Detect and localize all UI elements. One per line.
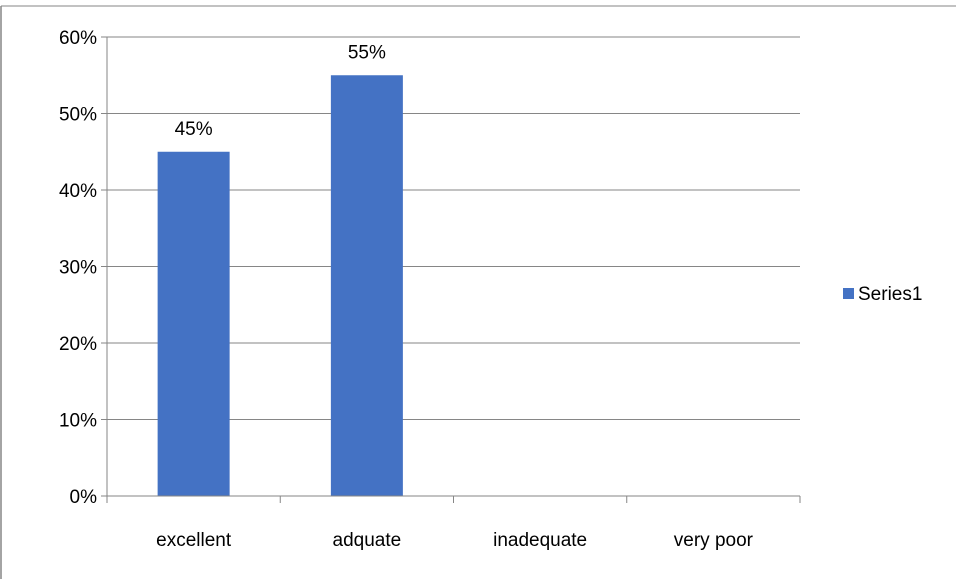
bar bbox=[330, 75, 403, 496]
legend-label: Series1 bbox=[858, 284, 922, 305]
x-tick-label: excellent bbox=[156, 530, 232, 551]
x-tick-label: adquate bbox=[333, 530, 402, 551]
legend: Series1 bbox=[843, 284, 922, 305]
y-tick-label: 50% bbox=[59, 105, 97, 126]
y-tick-label: 30% bbox=[59, 258, 97, 279]
bar-layer bbox=[157, 75, 403, 496]
bar bbox=[157, 151, 230, 496]
data-label: 55% bbox=[348, 42, 386, 63]
axis-layer: 0% 10% 20% 30% 40% 50% 60% excellent adquate inad… bbox=[59, 28, 801, 551]
y-tick-label: 10% bbox=[59, 411, 97, 432]
y-tick-label: 20% bbox=[59, 334, 97, 355]
y-tick-label: 40% bbox=[59, 181, 97, 202]
legend-swatch bbox=[843, 288, 854, 299]
data-label: 45% bbox=[175, 119, 213, 140]
y-tick-label: 60% bbox=[59, 28, 97, 49]
x-tick-label: very poor bbox=[674, 530, 754, 551]
label-layer: 45% 55% bbox=[175, 42, 386, 140]
y-tick-label: 0% bbox=[70, 487, 98, 508]
x-tick-label: inadequate bbox=[493, 530, 587, 551]
